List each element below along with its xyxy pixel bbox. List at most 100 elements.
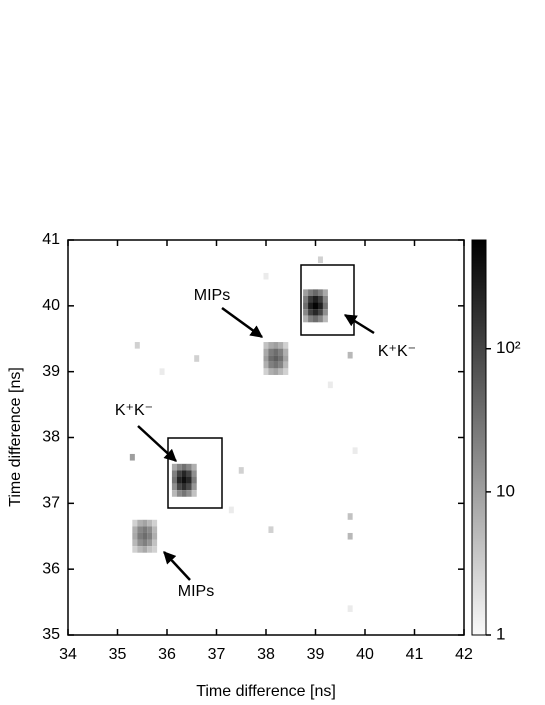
cell — [317, 302, 323, 310]
y-tick-label: 41 — [42, 231, 60, 248]
cell — [347, 605, 353, 612]
cell — [171, 470, 177, 478]
cell — [278, 355, 284, 362]
cell — [283, 361, 289, 369]
y-tick-label: 39 — [42, 363, 60, 380]
cell — [238, 467, 244, 474]
x-tick-label: 34 — [59, 646, 77, 663]
arrows — [137, 306, 375, 581]
cell — [137, 539, 143, 547]
cell — [317, 309, 323, 316]
cell — [147, 519, 153, 527]
cell — [322, 315, 328, 323]
x-tick-label: 41 — [406, 646, 424, 663]
arrow — [221, 306, 264, 339]
colorbar-tick-label: 1 — [496, 624, 505, 643]
cell — [137, 532, 143, 540]
y-tick-label: 40 — [42, 297, 60, 314]
cell — [278, 361, 284, 369]
cell — [283, 348, 289, 356]
cell — [191, 476, 197, 484]
cell — [171, 483, 177, 491]
cell — [283, 368, 289, 375]
cell — [186, 470, 192, 478]
cell — [142, 539, 148, 547]
x-tick-label: 38 — [257, 646, 275, 663]
plot-frame — [67, 239, 465, 636]
cell — [273, 361, 279, 369]
cell — [308, 309, 314, 316]
y-tick-label: 36 — [42, 560, 60, 577]
cell — [322, 302, 328, 310]
cell — [137, 526, 143, 533]
cell — [347, 351, 353, 359]
cell — [308, 295, 314, 303]
cell — [137, 546, 143, 553]
cell — [268, 355, 274, 362]
cell — [132, 546, 138, 553]
cell — [147, 526, 153, 533]
cell — [152, 519, 158, 527]
cell — [132, 519, 138, 527]
cell — [347, 513, 353, 520]
cell — [278, 368, 284, 375]
y-tick-label: 38 — [42, 429, 60, 446]
x-tick-label: 37 — [208, 646, 226, 663]
cell — [152, 546, 158, 553]
cell — [303, 309, 309, 316]
cell — [303, 302, 309, 310]
cell — [303, 289, 309, 296]
cell — [268, 368, 274, 375]
cell — [171, 463, 177, 471]
cell — [142, 526, 148, 533]
cell — [308, 302, 314, 310]
cell — [268, 342, 274, 349]
y-axis-label: Time difference [ns] — [7, 367, 24, 507]
cell — [268, 526, 274, 533]
cell — [181, 463, 187, 471]
cell — [278, 342, 284, 349]
cell — [273, 355, 279, 362]
cell — [263, 348, 269, 356]
cell — [283, 342, 289, 349]
cell — [181, 470, 187, 478]
cell — [171, 476, 177, 484]
cell — [181, 483, 187, 491]
cell — [268, 348, 274, 356]
cell — [347, 532, 353, 540]
cell — [327, 381, 333, 389]
annotation: MIPs — [178, 583, 214, 600]
cell — [322, 295, 328, 303]
cell — [132, 526, 138, 533]
x-tick-label: 35 — [109, 646, 127, 663]
x-tick-label: 40 — [356, 646, 374, 663]
cell — [263, 361, 269, 369]
cell — [317, 315, 323, 323]
kk-box — [167, 437, 223, 509]
cell — [134, 342, 140, 349]
cell — [181, 490, 187, 497]
cell — [132, 532, 138, 540]
colorbar-tick-label: 10² — [496, 338, 521, 357]
heatmap-cells — [129, 256, 358, 612]
cell — [147, 546, 153, 553]
cell — [263, 342, 269, 349]
cell — [186, 490, 192, 497]
arrow — [343, 313, 375, 335]
cell — [317, 295, 323, 303]
cell — [322, 309, 328, 316]
cell — [176, 470, 182, 478]
cell — [308, 315, 314, 323]
annotation: K⁺K⁻ — [115, 402, 153, 419]
cell — [273, 368, 279, 375]
y-tick-label: 37 — [42, 495, 60, 512]
annotation: MIPs — [194, 287, 230, 304]
cell — [186, 483, 192, 491]
cell — [263, 368, 269, 375]
cell — [313, 295, 318, 303]
arrow — [137, 425, 177, 462]
cell — [171, 490, 177, 497]
cell — [268, 361, 274, 369]
cell — [142, 519, 148, 527]
